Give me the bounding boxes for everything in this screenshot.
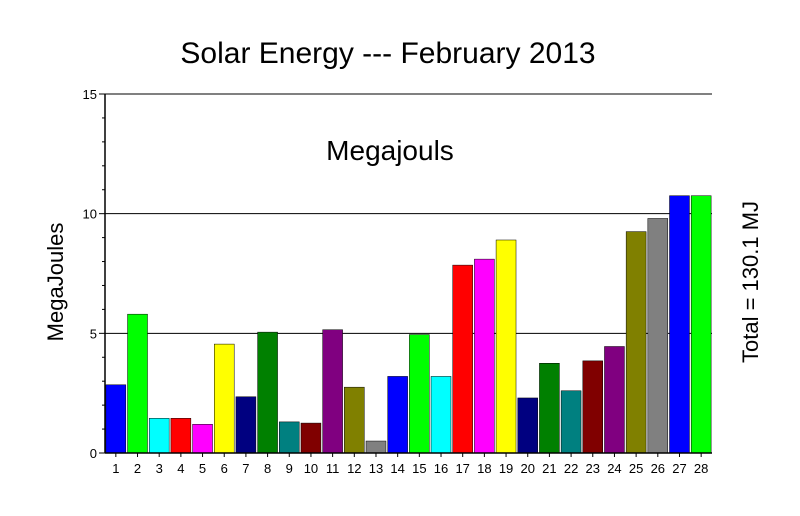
bar-day-18 bbox=[474, 258, 495, 454]
x-tick-label-19: 19 bbox=[499, 461, 513, 476]
x-tick-label-26: 26 bbox=[651, 461, 665, 476]
x-tick-label-14: 14 bbox=[390, 461, 404, 476]
x-tick-label-7: 7 bbox=[242, 461, 249, 476]
x-tick-label-12: 12 bbox=[347, 461, 361, 476]
bar-day-5 bbox=[192, 424, 213, 454]
x-tick-label-4: 4 bbox=[177, 461, 184, 476]
bar-day-27 bbox=[669, 195, 690, 454]
x-tick-label-11: 11 bbox=[326, 461, 340, 476]
bar-day-11 bbox=[322, 329, 343, 454]
bar-day-10 bbox=[300, 422, 322, 454]
x-tick-label-13: 13 bbox=[369, 461, 383, 476]
y-tick-label-0: 0 bbox=[90, 446, 97, 461]
bar-day-26 bbox=[647, 218, 669, 454]
x-tick-labels: 1 2 3 4 5 6 7 8 9 10 11 12 13 14 15 16 17 18 19 20 21 22 23 24 2… bbox=[112, 461, 708, 476]
bar-day-28 bbox=[690, 195, 712, 454]
bar-day-20 bbox=[517, 397, 538, 454]
x-tick-label-17: 17 bbox=[455, 461, 469, 476]
x-tick-label-21: 21 bbox=[542, 461, 556, 476]
x-tick-label-9: 9 bbox=[286, 461, 293, 476]
x-tick-label-25: 25 bbox=[629, 461, 643, 476]
x-tick-label-6: 6 bbox=[221, 461, 228, 476]
x-tick-label-5: 5 bbox=[199, 461, 206, 476]
x-tick-label-3: 3 bbox=[156, 461, 163, 476]
total-label: Total = 130.1 MJ bbox=[738, 201, 763, 363]
y-tick-label-15: 15 bbox=[83, 87, 97, 102]
bar-day-15 bbox=[409, 334, 430, 454]
bar-day-14 bbox=[387, 376, 408, 454]
bar-day-13 bbox=[365, 440, 387, 454]
bar-day-1 bbox=[105, 384, 127, 454]
y-axis-label: MegaJoules bbox=[43, 223, 68, 342]
bars bbox=[105, 195, 712, 454]
x-tick-label-27: 27 bbox=[672, 461, 686, 476]
x-tick-label-22: 22 bbox=[564, 461, 578, 476]
x-tick-label-8: 8 bbox=[264, 461, 271, 476]
bar-day-19 bbox=[495, 239, 517, 454]
chart-annotation: Megajouls bbox=[326, 135, 454, 166]
bar-day-3 bbox=[148, 418, 170, 454]
x-tick-label-15: 15 bbox=[412, 461, 426, 476]
y-tick-label-10: 10 bbox=[83, 207, 97, 222]
bar-day-23 bbox=[582, 360, 603, 454]
x-tick-label-10: 10 bbox=[304, 461, 318, 476]
x-tick-label-1: 1 bbox=[112, 461, 119, 476]
bar-day-17 bbox=[452, 264, 473, 454]
x-tick-label-23: 23 bbox=[586, 461, 600, 476]
x-tick-label-2: 2 bbox=[134, 461, 141, 476]
x-tick-label-28: 28 bbox=[694, 461, 708, 476]
bar-day-21 bbox=[539, 363, 560, 454]
x-tick-label-24: 24 bbox=[607, 461, 621, 476]
bar-day-25 bbox=[625, 231, 647, 454]
gridlines bbox=[105, 93, 712, 334]
x-tick-label-16: 16 bbox=[434, 461, 448, 476]
bar-day-16 bbox=[430, 376, 452, 454]
bar-day-9 bbox=[279, 421, 300, 454]
bar-day-4 bbox=[170, 418, 192, 454]
bar-day-8 bbox=[257, 331, 278, 454]
y-tick-label-5: 5 bbox=[90, 326, 97, 341]
x-tick-label-18: 18 bbox=[477, 461, 491, 476]
chart-title: Solar Energy --- February 2013 bbox=[180, 37, 595, 70]
bar-day-22 bbox=[560, 390, 582, 454]
y-tick-labels: 0 5 10 15 bbox=[83, 87, 97, 461]
x-tick-label-20: 20 bbox=[520, 461, 534, 476]
bar-day-2 bbox=[127, 313, 148, 454]
axes bbox=[99, 93, 712, 457]
bar-day-24 bbox=[604, 346, 625, 454]
bar-day-12 bbox=[344, 386, 365, 454]
bar-day-7 bbox=[235, 396, 257, 454]
bar-day-6 bbox=[214, 343, 235, 454]
